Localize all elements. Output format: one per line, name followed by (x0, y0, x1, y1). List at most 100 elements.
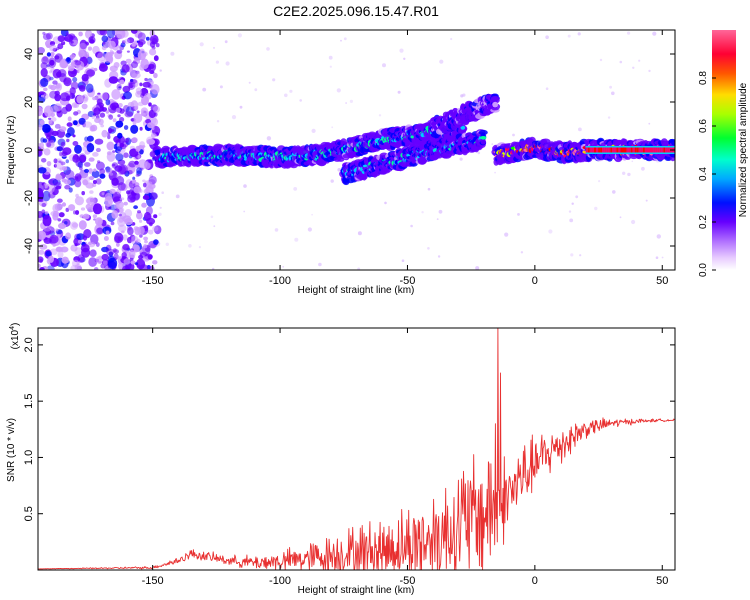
background-speckle (307, 227, 312, 232)
noise-cell (74, 247, 83, 256)
noise-cell (78, 117, 86, 125)
band-core-cell (624, 147, 628, 153)
noise-cell (136, 110, 140, 114)
noise-cell (151, 37, 158, 44)
colorbar-tick-label: 0.2 (698, 215, 709, 229)
noise-cell (49, 44, 57, 52)
noise-cell (100, 124, 105, 128)
noise-cell (57, 35, 65, 42)
noise-cell (49, 70, 53, 74)
noise-cell (52, 204, 60, 213)
noise-cell (88, 257, 98, 267)
noise-cell (138, 41, 144, 48)
noise-cell (59, 204, 63, 208)
background-speckle (239, 105, 243, 109)
y-tick-label: -40 (23, 238, 35, 254)
background-speckle (188, 244, 192, 248)
background-speckle (622, 171, 626, 175)
noise-cell (59, 145, 65, 151)
band-core-cell (596, 147, 600, 153)
x-tick-label: -100 (269, 575, 291, 587)
background-speckle (494, 171, 496, 174)
noise-cell (85, 83, 94, 93)
snr-y-multiplier: (x104) (9, 323, 21, 350)
noise-cell (60, 246, 69, 253)
background-speckle (403, 57, 406, 60)
noise-cell (46, 52, 52, 57)
noise-cell (124, 209, 133, 218)
noise-cell (137, 32, 146, 41)
x-tick-label: -50 (400, 275, 416, 287)
y-tick-label: 2.0 (23, 337, 35, 352)
noise-cell (96, 98, 103, 106)
noise-cell (131, 61, 138, 69)
noise-cell (143, 236, 149, 241)
noise-cell (108, 114, 114, 120)
noise-cell (124, 38, 130, 44)
noise-cell (78, 85, 86, 92)
noise-cell (113, 248, 117, 253)
noise-cell (98, 255, 103, 260)
band-core-cell (622, 147, 626, 153)
noise-cell (65, 207, 70, 212)
background-speckle (460, 94, 464, 98)
y-tick-label: 1.0 (23, 450, 35, 465)
noise-cell (82, 213, 90, 220)
noise-cell (148, 102, 152, 107)
noise-cell (90, 234, 99, 245)
noise-cell (124, 218, 133, 226)
background-speckle (579, 254, 582, 257)
band-core-cell (667, 147, 671, 153)
background-speckle (212, 267, 215, 270)
noise-cell (49, 248, 58, 256)
ridge-halo-cell (490, 97, 500, 104)
noise-cell (46, 265, 55, 270)
noise-cell (153, 55, 159, 62)
noise-cell (52, 210, 60, 218)
noise-cell (65, 32, 70, 36)
background-speckle (231, 115, 237, 120)
noise-cell (45, 226, 55, 234)
background-speckle (165, 242, 169, 246)
noise-cell (72, 76, 78, 83)
band-core-cell (626, 147, 630, 153)
noise-cell (101, 129, 108, 138)
background-speckle (299, 99, 303, 102)
noise-cell (64, 184, 71, 190)
noise-cell (127, 227, 134, 236)
background-speckle (645, 199, 648, 202)
x-tick-label: -50 (400, 575, 416, 587)
background-speckle (161, 191, 164, 194)
noise-cell (95, 178, 102, 185)
background-speckle (294, 237, 299, 242)
background-speckle (318, 262, 322, 267)
noise-cell (50, 112, 55, 118)
band-core-cell (642, 147, 647, 153)
noise-cell (38, 106, 43, 117)
band-core-cell (604, 147, 608, 153)
noise-cell (120, 42, 126, 48)
noise-cell (118, 86, 122, 89)
background-speckle (266, 136, 272, 141)
colorbar-tick-label: 0.0 (698, 263, 709, 277)
noise-cell (61, 166, 68, 171)
noise-cell (72, 134, 76, 138)
background-speckle (568, 210, 572, 213)
noise-cell (146, 181, 153, 188)
background-speckle (578, 127, 582, 132)
noise-cell (59, 60, 68, 69)
noise-cell (116, 242, 120, 247)
background-speckle (331, 126, 334, 129)
spectrogram-frame (37, 29, 676, 271)
noise-cell (95, 147, 101, 153)
noise-cell (123, 258, 131, 265)
background-speckle (311, 213, 313, 216)
noise-cell (81, 73, 89, 82)
noise-cell (107, 257, 118, 269)
ridge-halo-cell (478, 129, 488, 136)
noise-cell (133, 192, 140, 200)
noise-cell (148, 229, 154, 235)
band-core-cell (600, 147, 604, 153)
